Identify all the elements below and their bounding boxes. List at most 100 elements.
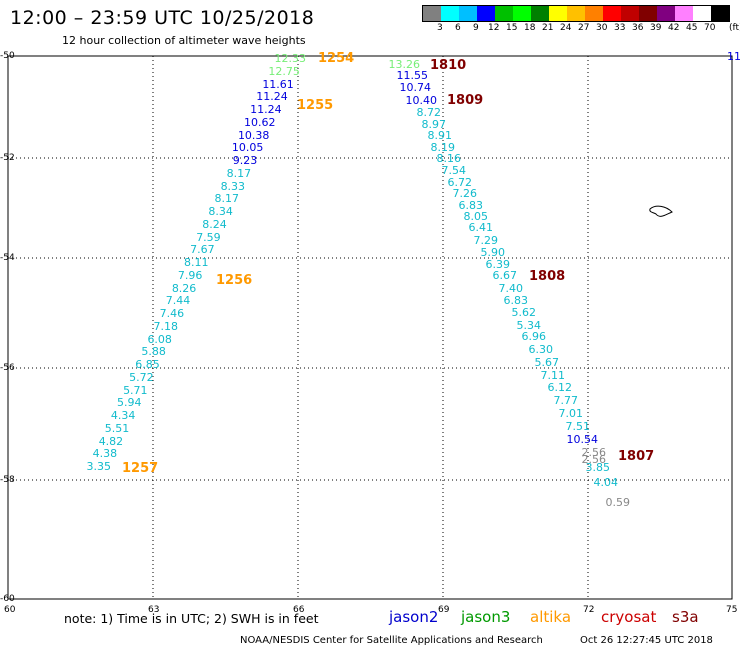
- legend-label: 36: [632, 23, 644, 33]
- swh-value: 8.05: [463, 210, 489, 223]
- legend-label: 27: [578, 23, 590, 33]
- footer-timestamp: Oct 26 12:27:45 UTC 2018: [580, 635, 713, 646]
- swh-value: 5.71: [123, 383, 148, 397]
- legend-swatch: [567, 6, 585, 21]
- swh-value: 11.24: [256, 90, 288, 104]
- y-tick-label: -50: [0, 51, 15, 61]
- swh-value: 8.17: [214, 192, 239, 206]
- legend-swatch: [621, 6, 639, 21]
- pass-time-label: 1808: [529, 269, 566, 284]
- legend-swatch: [477, 6, 495, 21]
- swh-value: 10.62: [244, 115, 276, 129]
- swh-value: 6.96: [521, 330, 547, 343]
- swh-value: 13.26: [388, 58, 421, 71]
- swh-value: 10.74: [399, 81, 432, 94]
- legend-swatch: [711, 6, 729, 21]
- legend-swatch: [531, 6, 549, 21]
- y-tick-label: -56: [0, 363, 15, 373]
- swh-value: 8.24: [202, 217, 227, 231]
- legend-label: 3: [437, 23, 443, 33]
- swh-value: 8.16: [436, 152, 462, 165]
- swh-value: 5.88: [141, 345, 166, 359]
- swh-value: 7.51: [565, 420, 591, 433]
- legend-label: 42: [668, 23, 680, 33]
- satellite-jason3: jason3: [461, 608, 511, 626]
- swh-value: 5.72: [129, 370, 154, 384]
- swh-value: 8.97: [421, 118, 447, 131]
- swh-value: 6.72: [447, 176, 473, 189]
- swh-value: 7.54: [441, 164, 467, 177]
- swh-value: 7.46: [159, 307, 185, 320]
- pass-time-label: 1255: [297, 98, 334, 113]
- swh-value: 11.55: [396, 69, 429, 82]
- swh-value: 7.59: [196, 230, 221, 244]
- swh-value: 6.67: [492, 269, 518, 282]
- swh-value: 2.56: [581, 446, 607, 459]
- swh-value: 4.38: [92, 447, 118, 461]
- pass-time-label: 1254: [318, 51, 355, 66]
- swh-value: 7.01: [558, 407, 584, 420]
- y-tick-label: -52: [0, 153, 15, 163]
- swh-value: 12.33: [274, 52, 307, 65]
- x-tick-label: 66: [293, 605, 305, 615]
- satellite-altika: altika: [530, 608, 572, 626]
- plot-frame: [7, 55, 733, 600]
- legend-label: 6: [455, 23, 461, 33]
- pass-time-label: 1256: [216, 273, 253, 288]
- swh-value: 7.18: [153, 319, 179, 333]
- swh-value: 6.39: [485, 258, 511, 271]
- legend-swatch: [513, 6, 531, 21]
- page-title: 12:00 – 23:59 UTC 10/25/2018: [10, 7, 315, 29]
- x-tick-label: 72: [583, 605, 595, 615]
- swh-value: 7.29: [473, 234, 499, 247]
- swh-value: 10.05: [231, 141, 264, 155]
- x-tick-label: 69: [438, 605, 450, 615]
- swh-value: 7.67: [190, 243, 215, 257]
- swh-value: 3.85: [585, 461, 611, 474]
- legend-label: 12: [488, 23, 500, 33]
- swh-value: 7.40: [498, 282, 524, 295]
- legend-swatch: [459, 6, 477, 21]
- swh-value: 8.19: [430, 141, 456, 154]
- swh-value: 6.41: [468, 221, 494, 234]
- satellite-s3a: s3a: [672, 608, 699, 626]
- swh-value: 8.91: [427, 129, 453, 142]
- swh-value: 8.11: [184, 256, 209, 269]
- x-tick-label: 63: [148, 605, 160, 615]
- swh-value: 6.83: [458, 199, 484, 212]
- swh-value: 3.35: [86, 460, 112, 473]
- swh-value: 8.17: [226, 166, 252, 180]
- swh-value: 12.75: [268, 64, 300, 78]
- swh-value: 2.56: [581, 453, 607, 466]
- swh-value: 5.90: [480, 246, 506, 259]
- legend-label: 24: [560, 23, 572, 33]
- legend-swatch: [585, 6, 603, 21]
- note-text: note: 1) Time is in UTC; 2) SWH is in fe…: [64, 611, 319, 626]
- legend-swatch: [441, 6, 459, 21]
- legend-swatch: [495, 6, 513, 21]
- swh-value: 9.23: [232, 154, 258, 167]
- legend-unit: (ft): [729, 23, 740, 33]
- pass-time-label: 1809: [447, 93, 484, 108]
- legend-label: 15: [506, 23, 518, 33]
- legend-swatch: [657, 6, 675, 21]
- swh-value: 6.12: [547, 381, 573, 394]
- pass-time-label: 1807: [618, 449, 655, 464]
- legend-label: 39: [650, 23, 662, 33]
- swh-value: 7.44: [165, 294, 191, 308]
- y-tick-label: -60: [0, 594, 15, 604]
- legend-label: 9: [473, 23, 479, 33]
- swh-value: 7.11: [540, 369, 566, 382]
- swh-value: 7.77: [553, 394, 579, 407]
- satellite-cryosat: cryosat: [601, 608, 657, 626]
- swh-value: 8.34: [208, 205, 233, 218]
- island-outline: [649, 205, 673, 217]
- pass-time-label: 1810: [430, 58, 467, 73]
- swh-value: 6.08: [147, 332, 172, 346]
- x-tick-label: 60: [4, 605, 16, 615]
- legend-label: 45: [686, 23, 698, 33]
- footer-credit: NOAA/NESDIS Center for Satellite Applica…: [240, 635, 543, 646]
- swh-value: 6.83: [503, 294, 529, 307]
- page-subtitle: 12 hour collection of altimeter wave hei…: [62, 34, 306, 47]
